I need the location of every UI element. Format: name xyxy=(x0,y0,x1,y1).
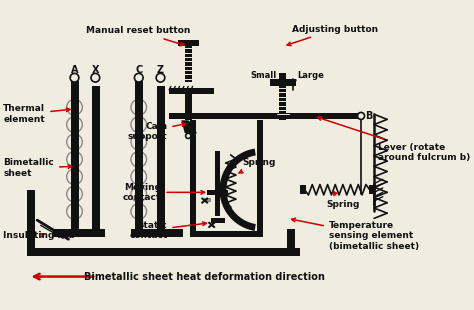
Bar xyxy=(169,88,214,94)
Text: Small: Small xyxy=(251,72,277,81)
Text: B: B xyxy=(365,111,373,121)
Text: Static
contact: Static contact xyxy=(129,221,206,240)
Text: Bimetallic sheet heat deformation direction: Bimetallic sheet heat deformation direct… xyxy=(84,272,325,281)
Text: X: X xyxy=(91,65,99,75)
Circle shape xyxy=(70,73,79,82)
Text: Cam
support: Cam support xyxy=(128,122,186,141)
Text: Manual reset button: Manual reset button xyxy=(86,26,190,46)
Text: Bimetallic
sheet: Bimetallic sheet xyxy=(3,158,72,178)
Bar xyxy=(300,185,306,194)
Bar xyxy=(185,94,191,120)
Text: Spring: Spring xyxy=(239,158,275,173)
Circle shape xyxy=(186,133,191,139)
Bar xyxy=(27,190,35,248)
Text: Thermal
element: Thermal element xyxy=(3,104,70,124)
Bar xyxy=(178,39,199,46)
Circle shape xyxy=(135,73,143,82)
Text: Moving
contact: Moving contact xyxy=(123,183,205,202)
Circle shape xyxy=(156,73,165,82)
Polygon shape xyxy=(181,120,197,133)
Text: Lever (rotate
around fulcrum b): Lever (rotate around fulcrum b) xyxy=(318,117,471,162)
Bar xyxy=(211,218,225,223)
Bar xyxy=(190,231,263,237)
Bar xyxy=(169,113,360,118)
Bar xyxy=(53,229,105,237)
Bar xyxy=(279,73,286,79)
Bar xyxy=(207,190,228,195)
Bar xyxy=(369,185,374,194)
Bar xyxy=(71,81,79,233)
Text: Adjusting button: Adjusting button xyxy=(287,24,378,46)
Bar xyxy=(190,120,196,237)
Bar xyxy=(287,229,295,256)
Bar xyxy=(92,86,100,233)
Text: Temperature
sensing element
(bimetallic sheet): Temperature sensing element (bimetallic … xyxy=(292,218,419,251)
Bar xyxy=(257,133,263,194)
Text: A: A xyxy=(71,65,78,75)
Text: Z: Z xyxy=(157,65,164,75)
Bar xyxy=(135,81,143,233)
Polygon shape xyxy=(219,148,256,231)
Circle shape xyxy=(91,73,100,82)
Bar xyxy=(270,79,296,86)
Bar xyxy=(185,46,191,82)
Bar xyxy=(27,248,300,256)
Bar xyxy=(204,197,211,202)
Bar xyxy=(131,229,183,237)
Text: Large: Large xyxy=(298,72,325,81)
Bar xyxy=(257,120,263,237)
Bar xyxy=(157,86,165,233)
Bar xyxy=(215,151,220,216)
Text: C: C xyxy=(135,65,142,75)
Text: Insulating rod: Insulating rod xyxy=(3,231,75,240)
Text: Spring: Spring xyxy=(326,192,360,209)
Bar xyxy=(279,86,286,120)
Circle shape xyxy=(357,113,365,119)
